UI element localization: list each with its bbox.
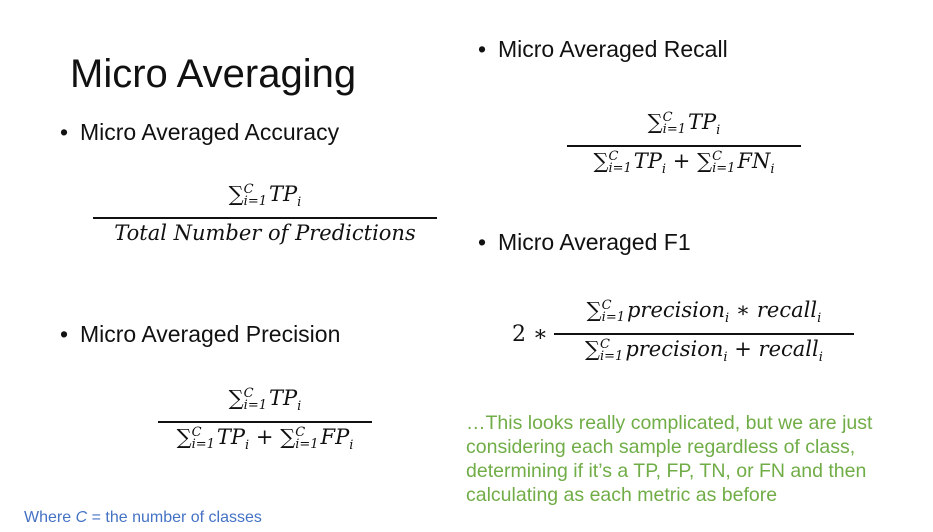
bullet-recall-label: Micro Averaged Recall [498, 36, 728, 62]
term-fn: FN [737, 149, 771, 174]
sum-lower: i=1 [608, 160, 632, 176]
bullet-recall: • Micro Averaged Recall [478, 34, 728, 64]
sum-lower: i=1 [601, 309, 625, 325]
bullet-dot: • [478, 36, 487, 62]
bullet-precision: • Micro Averaged Precision [60, 319, 340, 349]
subscript: i [725, 311, 730, 327]
term-tp: TP [269, 182, 298, 206]
fraction-bar [158, 421, 372, 424]
subscript: i [818, 350, 823, 366]
subscript: i [349, 438, 354, 454]
sum-symbol: ∑ [280, 425, 296, 450]
explanation-note: …This looks really complicated, but we a… [466, 412, 873, 506]
term-precision: precision [625, 337, 724, 362]
sum-lower: i=1 [712, 160, 736, 176]
sum-lower: i=1 [295, 436, 319, 452]
sum-symbol: ∑ [228, 182, 244, 206]
subscript: i [723, 350, 728, 366]
fraction-bar [567, 145, 801, 148]
sum-symbol: ∑ [586, 298, 602, 322]
subscript: i [716, 123, 721, 139]
sum-upper: C [601, 297, 612, 313]
sum-symbol: ∑ [647, 110, 663, 134]
sum-upper: C [662, 109, 673, 125]
f1-prefix: 2 ∗ [512, 321, 548, 347]
sum-upper: C [243, 181, 254, 197]
sum-upper: C [243, 385, 254, 401]
sum-symbol: ∑ [593, 149, 609, 174]
term-fp: FP [320, 425, 350, 450]
footnote: Where C = the number of classes [24, 508, 262, 528]
plus-sign: + [734, 337, 752, 362]
sum-upper: C [608, 148, 619, 164]
term-tp: TP [216, 425, 246, 450]
term-precision: precision [626, 298, 726, 322]
sum-upper: C [712, 148, 723, 164]
subscript: i [817, 311, 822, 327]
plus-sign: + [672, 149, 691, 174]
plus-sign: + [255, 425, 274, 450]
sum-symbol: ∑ [697, 149, 713, 174]
formula-accuracy-denominator: Total Number of Predictions [114, 221, 416, 246]
bullet-accuracy-label: Micro Averaged Accuracy [80, 119, 340, 145]
subscript: i [770, 162, 775, 178]
sum-lower: i=1 [243, 193, 267, 209]
footnote-variable: C [75, 509, 88, 526]
bullet-f1: • Micro Averaged F1 [478, 227, 691, 257]
bullet-dot: • [60, 321, 69, 347]
sum-lower: i=1 [243, 397, 267, 413]
term-recall: recall [758, 337, 819, 362]
subscript: i [297, 195, 302, 211]
fraction-bar [93, 217, 437, 220]
slide-title: Micro Averaging [70, 52, 357, 96]
bullet-dot: • [478, 229, 487, 255]
subscript: i [661, 162, 667, 178]
term-tp: TP [688, 110, 717, 134]
sum-upper: C [191, 424, 202, 440]
sum-upper: C [295, 424, 306, 440]
subscript: i [297, 399, 302, 415]
bullet-dot: • [60, 119, 69, 145]
footnote-suffix: = the number of classes [87, 509, 262, 526]
bullet-accuracy: • Micro Averaged Accuracy [60, 117, 339, 147]
sum-upper: C [600, 336, 610, 352]
term-tp: TP [269, 386, 298, 410]
bullet-f1-label: Micro Averaged F1 [498, 229, 691, 255]
term-tp: TP [633, 149, 662, 174]
sum-symbol: ∑ [228, 386, 244, 410]
footnote-prefix: Where [24, 509, 76, 526]
sum-lower: i=1 [600, 348, 624, 364]
sum-symbol: ∑ [176, 425, 192, 450]
bullet-precision-label: Micro Averaged Precision [80, 321, 341, 347]
fraction-bar [553, 333, 854, 336]
sum-lower: i=1 [662, 121, 686, 137]
subscript: i [245, 438, 250, 454]
sum-symbol: ∑ [585, 337, 600, 362]
times-sign: ∗ [735, 298, 751, 322]
term-recall: recall [756, 298, 818, 322]
sum-lower: i=1 [191, 436, 215, 452]
